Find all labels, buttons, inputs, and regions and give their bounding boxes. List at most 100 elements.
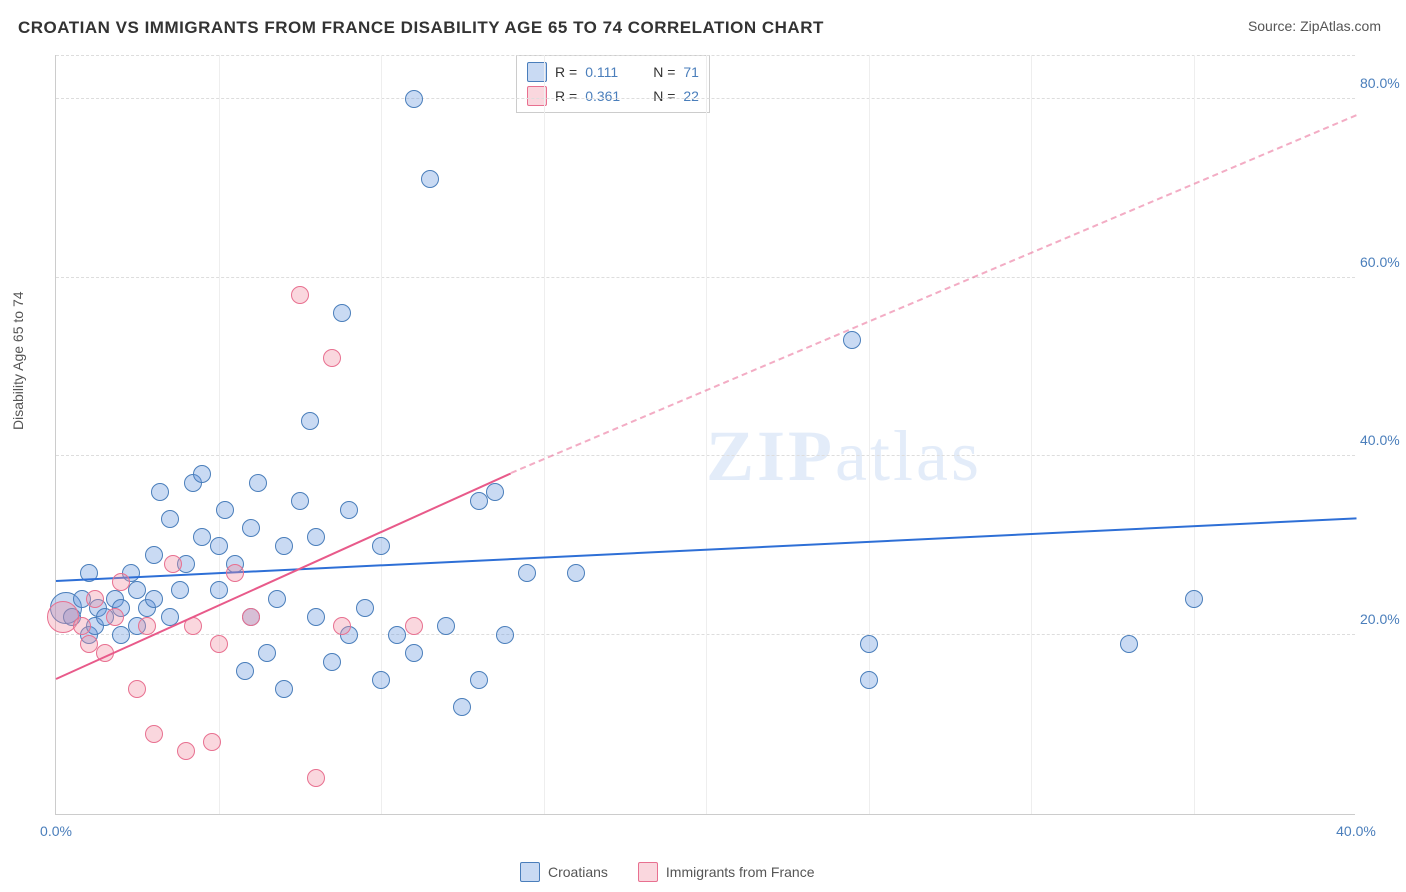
data-point <box>210 581 228 599</box>
data-point <box>453 698 471 716</box>
data-point <box>405 90 423 108</box>
data-point <box>307 769 325 787</box>
data-point <box>268 590 286 608</box>
gridline-vertical <box>1194 55 1195 814</box>
data-point <box>249 474 267 492</box>
legend-label: Croatians <box>548 864 608 880</box>
data-point <box>470 492 488 510</box>
data-point <box>356 599 374 617</box>
data-point <box>323 349 341 367</box>
n-label: N = <box>653 88 675 104</box>
y-axis-label: Disability Age 65 to 74 <box>10 291 26 430</box>
r-label: R = <box>555 88 577 104</box>
source-attribution: Source: ZipAtlas.com <box>1248 18 1381 34</box>
gridline-vertical <box>381 55 382 814</box>
data-point <box>1185 590 1203 608</box>
data-point <box>258 644 276 662</box>
n-value: 71 <box>683 64 699 80</box>
data-point <box>275 537 293 555</box>
legend-label: Immigrants from France <box>666 864 815 880</box>
data-point <box>291 286 309 304</box>
correlation-legend: R = 0.111 N = 71 R = 0.361 N = 22 <box>516 55 710 113</box>
data-point <box>193 528 211 546</box>
data-point <box>128 581 146 599</box>
y-tick-label: 60.0% <box>1360 254 1406 270</box>
data-point <box>470 671 488 689</box>
legend-row: R = 0.361 N = 22 <box>527 84 699 108</box>
n-value: 22 <box>683 88 699 104</box>
data-point <box>372 537 390 555</box>
data-point <box>307 528 325 546</box>
data-point <box>860 635 878 653</box>
data-point <box>333 617 351 635</box>
data-point <box>388 626 406 644</box>
data-point <box>486 483 504 501</box>
legend-row: R = 0.111 N = 71 <box>527 60 699 84</box>
data-point <box>421 170 439 188</box>
trend-line <box>511 115 1357 474</box>
chart-container: CROATIAN VS IMMIGRANTS FROM FRANCE DISAB… <box>0 0 1406 892</box>
r-label: R = <box>555 64 577 80</box>
legend-item: Immigrants from France <box>638 862 815 882</box>
data-point <box>437 617 455 635</box>
r-value: 0.361 <box>585 88 635 104</box>
data-point <box>128 680 146 698</box>
data-point <box>242 519 260 537</box>
data-point <box>340 501 358 519</box>
x-tick-label: 0.0% <box>40 823 72 839</box>
data-point <box>151 483 169 501</box>
data-point <box>112 626 130 644</box>
data-point <box>301 412 319 430</box>
series-legend: Croatians Immigrants from France <box>520 862 815 882</box>
plot-area: R = 0.111 N = 71 R = 0.361 N = 22 ZIPatl… <box>55 55 1355 815</box>
data-point <box>145 546 163 564</box>
data-point <box>216 501 234 519</box>
watermark-text: ZIPatlas <box>706 415 982 498</box>
data-point <box>226 564 244 582</box>
data-point <box>323 653 341 671</box>
gridline-vertical <box>219 55 220 814</box>
data-point <box>307 608 325 626</box>
data-point <box>145 590 163 608</box>
data-point <box>210 635 228 653</box>
y-tick-label: 40.0% <box>1360 432 1406 448</box>
data-point <box>242 608 260 626</box>
data-point <box>164 555 182 573</box>
data-point <box>112 573 130 591</box>
data-point <box>567 564 585 582</box>
data-point <box>843 331 861 349</box>
n-label: N = <box>653 64 675 80</box>
data-point <box>372 671 390 689</box>
data-point <box>236 662 254 680</box>
legend-item: Croatians <box>520 862 608 882</box>
data-point <box>291 492 309 510</box>
pink-swatch-icon <box>638 862 658 882</box>
data-point <box>177 742 195 760</box>
y-tick-label: 20.0% <box>1360 611 1406 627</box>
data-point <box>106 608 124 626</box>
data-point <box>1120 635 1138 653</box>
blue-swatch-icon <box>520 862 540 882</box>
data-point <box>860 671 878 689</box>
data-point <box>496 626 514 644</box>
data-point <box>171 581 189 599</box>
data-point <box>405 617 423 635</box>
r-value: 0.111 <box>585 64 635 80</box>
data-point <box>73 617 91 635</box>
data-point <box>518 564 536 582</box>
data-point <box>333 304 351 322</box>
gridline-vertical <box>869 55 870 814</box>
data-point <box>203 733 221 751</box>
gridline-vertical <box>706 55 707 814</box>
data-point <box>86 590 104 608</box>
data-point <box>80 635 98 653</box>
y-tick-label: 80.0% <box>1360 75 1406 91</box>
data-point <box>145 725 163 743</box>
gridline-vertical <box>544 55 545 814</box>
data-point <box>193 465 211 483</box>
gridline-vertical <box>1031 55 1032 814</box>
x-tick-label: 40.0% <box>1336 823 1376 839</box>
data-point <box>405 644 423 662</box>
chart-title: CROATIAN VS IMMIGRANTS FROM FRANCE DISAB… <box>18 18 824 38</box>
data-point <box>275 680 293 698</box>
